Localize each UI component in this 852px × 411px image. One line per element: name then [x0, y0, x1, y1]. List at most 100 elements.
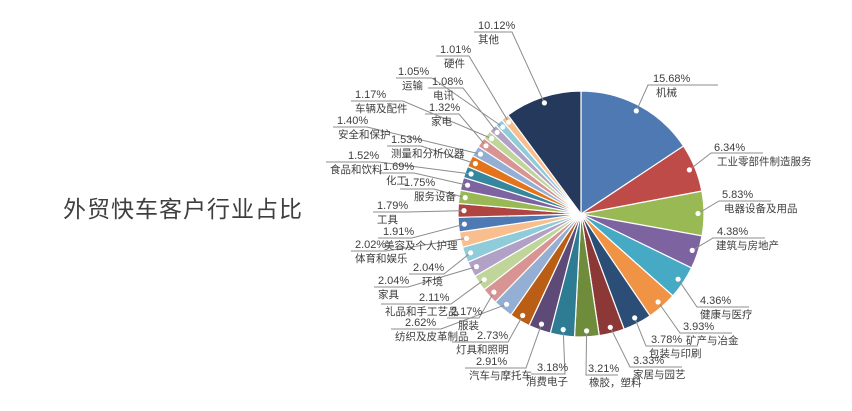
leader-dot: [675, 276, 681, 282]
leader-line: [373, 210, 465, 213]
leader-line: [351, 237, 467, 252]
leader-line: [428, 87, 498, 133]
slice-percent-label: 1.08%: [432, 76, 464, 88]
leader-dot: [472, 161, 478, 167]
leader-dot: [465, 182, 471, 188]
leader-line: [452, 315, 524, 343]
slice-percent-label: 1.91%: [383, 226, 415, 238]
leader-dot: [584, 328, 590, 334]
slice-name-label: 汽车与摩托车: [469, 370, 532, 382]
slice-name-label: 建筑与房地产: [716, 240, 779, 252]
leader-dot: [483, 143, 489, 149]
slice-percent-label: 2.02%: [355, 239, 387, 251]
leader-dot: [541, 100, 548, 106]
slice-name-label: 测量和分析仪器: [391, 148, 465, 160]
leader-line: [381, 279, 485, 305]
leader-line: [474, 31, 545, 104]
leader-line: [326, 161, 472, 175]
slice-percent-label: 1.53%: [391, 134, 423, 146]
slice-name-label: 消费电子: [526, 376, 568, 388]
slice-percent-label: 1.69%: [383, 161, 415, 173]
leader-dot: [461, 221, 467, 227]
pie-slice-30[interactable]: [507, 90, 582, 216]
leader-dot: [461, 208, 467, 214]
slice-percent-label: 1.52%: [348, 150, 380, 162]
leader-line: [677, 278, 749, 308]
slice-name-label: 硬件: [444, 58, 465, 70]
slice-name-label: 体育和娱乐: [355, 253, 408, 265]
leader-line: [400, 188, 466, 199]
leader-dot: [462, 195, 468, 201]
leader-dot: [468, 250, 474, 256]
slice-percent-label: 1.01%: [440, 44, 472, 56]
leader-line: [391, 303, 507, 330]
leader-line: [609, 327, 682, 368]
slice-percent-label: 2.04%: [413, 262, 445, 274]
slice-name-label: 灯具和照明: [456, 344, 509, 356]
leader-dot: [560, 327, 566, 333]
slice-percent-label: 10.12%: [478, 20, 516, 32]
slice-name-label: 家具: [378, 289, 399, 301]
leader-dot: [491, 289, 497, 295]
slice-percent-label: 2.11%: [419, 292, 450, 304]
slice-name-label: 化工: [386, 175, 407, 187]
leader-dot: [494, 129, 500, 135]
leader-line: [374, 266, 477, 288]
leader-dot: [473, 264, 480, 270]
slice-percent-label: 3.18%: [537, 362, 569, 374]
leader-dot: [686, 167, 693, 173]
leader-line: [379, 172, 468, 186]
leader-dot: [464, 235, 470, 241]
slice-name-label: 礼品和手工艺品: [385, 306, 459, 318]
leader-line: [689, 152, 763, 171]
leader-line: [697, 200, 771, 214]
leader-dot: [520, 312, 526, 319]
slice-percent-label: 1.40%: [337, 115, 369, 127]
slice-name-label: 健康与医疗: [700, 309, 753, 321]
slice-percent-label: 4.36%: [700, 295, 732, 307]
slice-name-label: 纺织及皮革制品: [395, 331, 469, 343]
slice-name-label: 橡胶，塑料: [589, 377, 642, 389]
slice-name-label: 电讯: [433, 90, 454, 102]
leader-dot: [607, 324, 613, 330]
slice-percent-label: 3.33%: [633, 355, 665, 367]
leader-line: [635, 84, 718, 112]
slice-percent-label: 2.17%: [451, 306, 483, 318]
slice-percent-label: 15.68%: [653, 73, 691, 85]
leader-dot: [689, 247, 695, 253]
leader-dot: [481, 277, 487, 283]
slice-name-label: 环境: [422, 276, 443, 288]
leader-dot: [632, 315, 638, 321]
slice-name-label: 工具: [377, 214, 398, 226]
leader-line: [409, 252, 471, 275]
leader-dot: [506, 119, 512, 125]
leader-dot: [695, 210, 701, 217]
leader-line: [378, 223, 465, 239]
slice-percent-label: 4.38%: [717, 226, 749, 238]
leader-dot: [489, 135, 495, 142]
leader-dot: [633, 108, 639, 114]
leader-line: [531, 329, 566, 375]
slice-name-label: 服务设备: [414, 191, 456, 203]
slice-percent-label: 1.17%: [355, 89, 387, 101]
slice-name-label: 电器设备及用品: [724, 203, 798, 215]
slice-percent-label: 2.73%: [477, 330, 509, 342]
leader-dot: [504, 301, 510, 307]
slice-percent-label: 3.21%: [588, 363, 620, 375]
slice-name-label: 服装: [458, 320, 479, 332]
slice-percent-label: 2.62%: [405, 317, 437, 329]
slice-name-label: 美容及个人护理: [384, 240, 458, 252]
leader-dot: [655, 299, 661, 305]
leader-line: [634, 317, 698, 347]
leader-line: [436, 55, 510, 123]
slice-percent-label: 6.34%: [714, 142, 746, 154]
slice-name-label: 车辆及配件: [355, 103, 408, 115]
slice-percent-label: 5.83%: [722, 189, 754, 201]
leader-dot: [477, 151, 484, 157]
slice-percent-label: 1.79%: [377, 200, 409, 212]
chart-title: 外贸快车客户行业占比: [63, 196, 303, 222]
slice-name-label: 运输: [402, 80, 423, 92]
leader-dot: [500, 124, 506, 130]
